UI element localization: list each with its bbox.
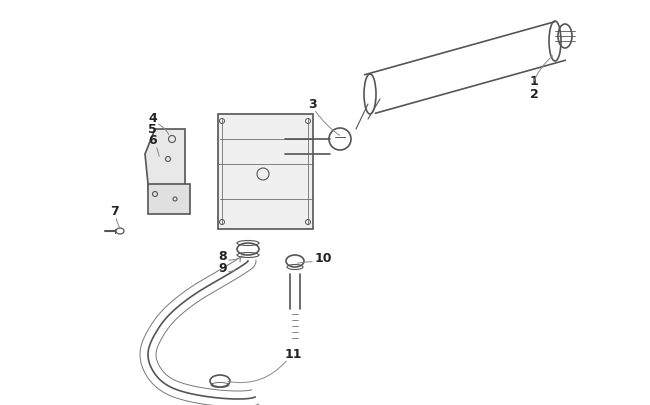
Text: 9: 9 <box>218 261 227 274</box>
Polygon shape <box>148 185 190 215</box>
Text: 2: 2 <box>530 88 539 101</box>
Text: 7: 7 <box>110 205 119 217</box>
Text: 10: 10 <box>315 252 333 264</box>
Text: 4: 4 <box>148 112 157 125</box>
Text: 11: 11 <box>285 347 302 360</box>
Text: 8: 8 <box>218 249 227 262</box>
Text: 1: 1 <box>530 75 539 88</box>
FancyBboxPatch shape <box>218 115 313 230</box>
Text: 6: 6 <box>148 134 157 147</box>
Polygon shape <box>145 130 185 205</box>
Text: 5: 5 <box>148 123 157 136</box>
Text: 3: 3 <box>308 98 317 111</box>
